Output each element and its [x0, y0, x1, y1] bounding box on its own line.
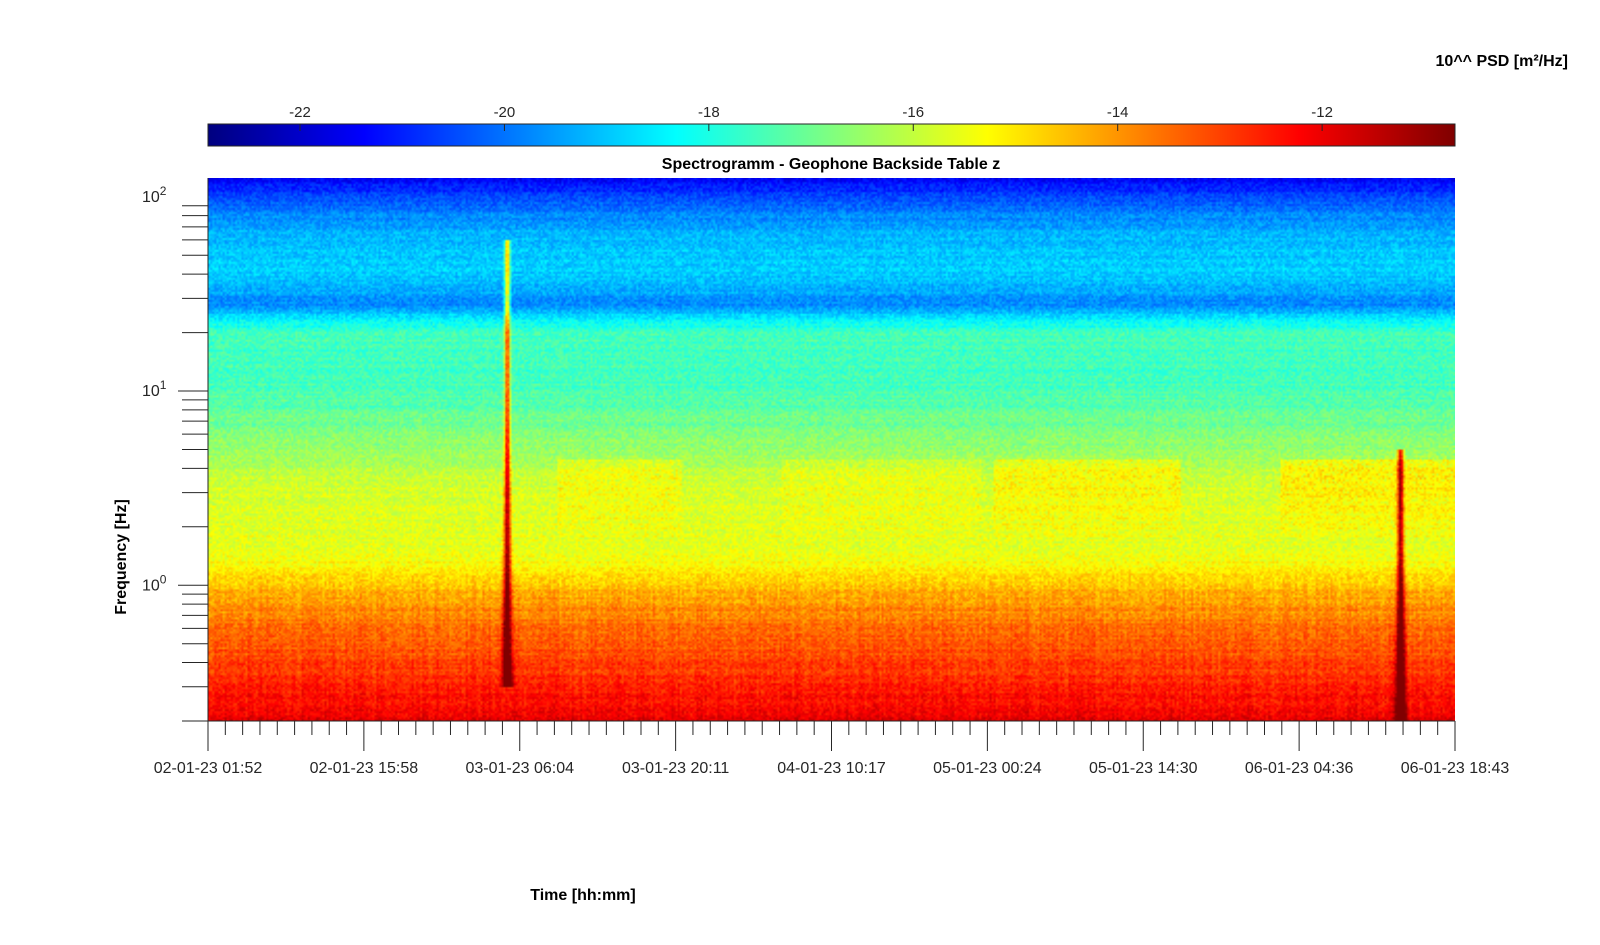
y-tick-label: 100 — [142, 572, 167, 594]
colorbar-gradient — [207, 123, 1456, 147]
x-tick-label: 05-01-23 00:24 — [933, 760, 1042, 777]
y-tick-label: 101 — [142, 378, 167, 400]
x-tick-label: 02-01-23 15:58 — [310, 760, 419, 777]
x-tick-label: 02-01-23 01:52 — [154, 760, 263, 777]
y-tick-label: 102 — [142, 184, 167, 206]
x-axis-label: Time [hh:mm] — [530, 887, 635, 904]
x-tick-label: 04-01-23 10:17 — [777, 760, 886, 777]
colorbar-tick-label: -16 — [902, 104, 924, 121]
colorbar-tick-label: -12 — [1311, 104, 1333, 121]
y-axis-label: Frequency [Hz] — [113, 499, 130, 615]
plot-area — [208, 178, 1455, 721]
colorbar-tick-label: -22 — [289, 104, 311, 121]
x-tick-label: 06-01-23 18:43 — [1401, 760, 1510, 777]
colorbar-tick-label: -18 — [698, 104, 720, 121]
colorbar-ticks: -22 -20 -18 -16 -14 -12 — [289, 104, 1333, 131]
spectrogram-heatmap — [208, 178, 1455, 721]
x-tick-label: 05-01-23 14:30 — [1089, 760, 1198, 777]
y-axis: 100 101 102 — [142, 178, 209, 722]
colorbar-label: 10^^ PSD [m²/Hz] — [1436, 53, 1568, 70]
colorbar-tick-label: -14 — [1107, 104, 1129, 121]
chart-title: Spectrogramm - Geophone Backside Table z — [662, 156, 1000, 173]
x-axis: 02-01-23 01:52 02-01-23 15:58 03-01-23 06:… — [154, 720, 1510, 777]
colorbar-tick-label: -20 — [494, 104, 516, 121]
x-tick-label: 03-01-23 06:04 — [465, 760, 574, 777]
x-tick-label: 03-01-23 20:11 — [622, 760, 729, 777]
colorbar: -22 -20 -18 -16 -14 -12 — [207, 104, 1456, 147]
x-tick-label: 06-01-23 04:36 — [1245, 760, 1354, 777]
